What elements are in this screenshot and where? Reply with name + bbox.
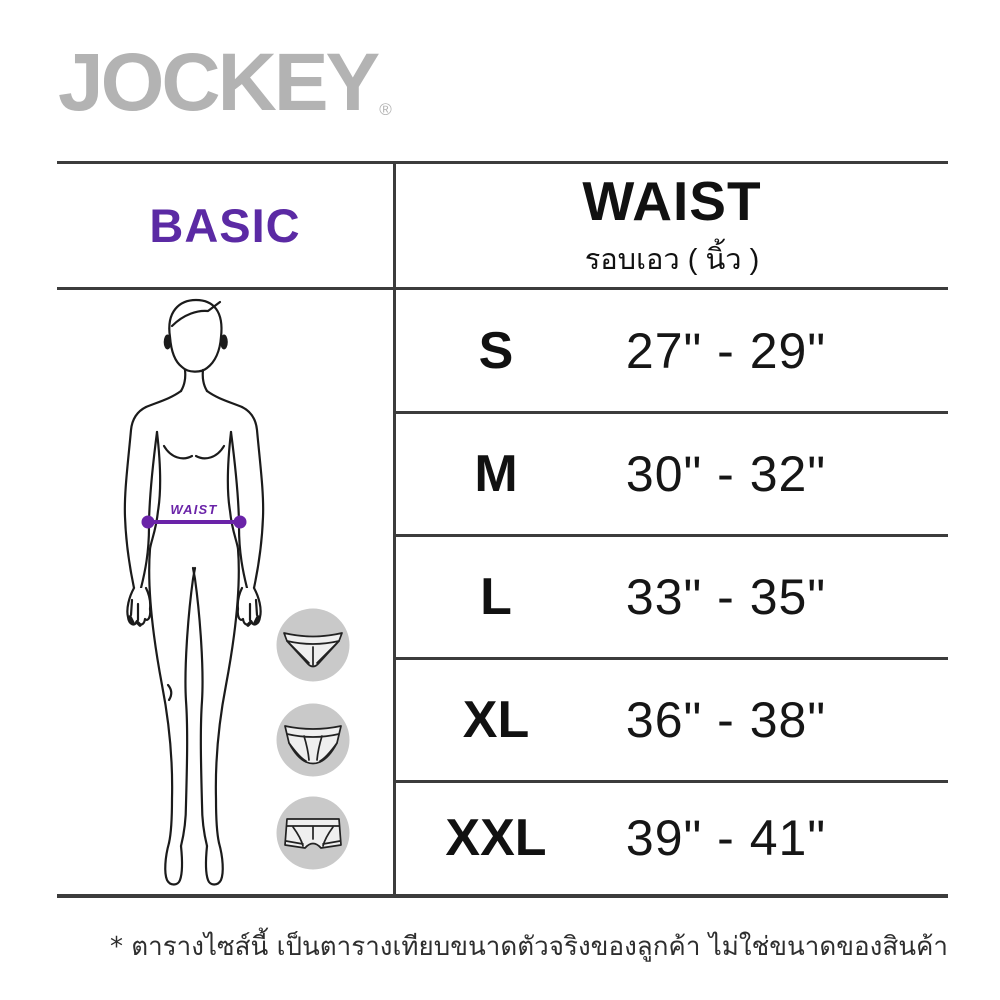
waist-measure-line: WAIST [141, 502, 247, 529]
size-label: S [478, 321, 514, 380]
left-ear [163, 334, 172, 350]
table-row: XXL 39" - 41" [396, 782, 948, 894]
table-column-divider [393, 161, 396, 898]
bikini-brief-icon [276, 608, 350, 682]
footnote-disclaimer: * ตารางไซส์นี้ เป็นตารางเทียบขนาดตัวจริง… [109, 932, 948, 962]
waist-range-value: 39" - 41" [625, 810, 827, 866]
trunk-icon [276, 796, 350, 870]
waist-column-subtitle-thai: รอบเอว ( นิ้ว ) [584, 244, 760, 276]
waist-range-value: 36" - 38" [625, 691, 827, 748]
table-top-border [57, 161, 948, 164]
waist-column-header: WAIST รอบเอว ( นิ้ว ) [396, 172, 948, 284]
table-row: L 33" - 35" [396, 536, 948, 657]
right-ear [220, 334, 228, 350]
table-row: M 30" - 32" [396, 413, 948, 534]
row-separator [393, 780, 948, 783]
waist-column-title: WAIST [582, 170, 762, 232]
knee-mark [166, 683, 173, 702]
classic-brief-icon [276, 703, 350, 777]
registered-trademark-icon: ® [379, 100, 392, 119]
waist-range-value: 30" - 32" [625, 445, 827, 502]
size-label: XL [462, 690, 530, 749]
brand-logo-text: JOCKEY [58, 37, 380, 128]
table-header-separator [57, 287, 948, 290]
row-separator [393, 534, 948, 537]
body-measurement-figure: WAIST [123, 298, 265, 886]
row-separator [393, 657, 948, 660]
table-row: XL 36" - 38" [396, 659, 948, 780]
size-label: L [480, 567, 512, 626]
waist-range-value: 27" - 29" [625, 322, 827, 379]
hair-line [170, 300, 222, 328]
waist-range-value: 33" - 35" [625, 568, 827, 625]
brand-logo: JOCKEY ® [58, 42, 392, 124]
table-bottom-border [57, 894, 948, 898]
category-label: BASIC [149, 199, 301, 252]
figure-waist-label: WAIST [170, 502, 217, 517]
size-label: M [474, 444, 518, 503]
table-row: S 27" - 29" [396, 290, 948, 411]
row-separator [393, 411, 948, 414]
size-label: XXL [445, 809, 547, 867]
